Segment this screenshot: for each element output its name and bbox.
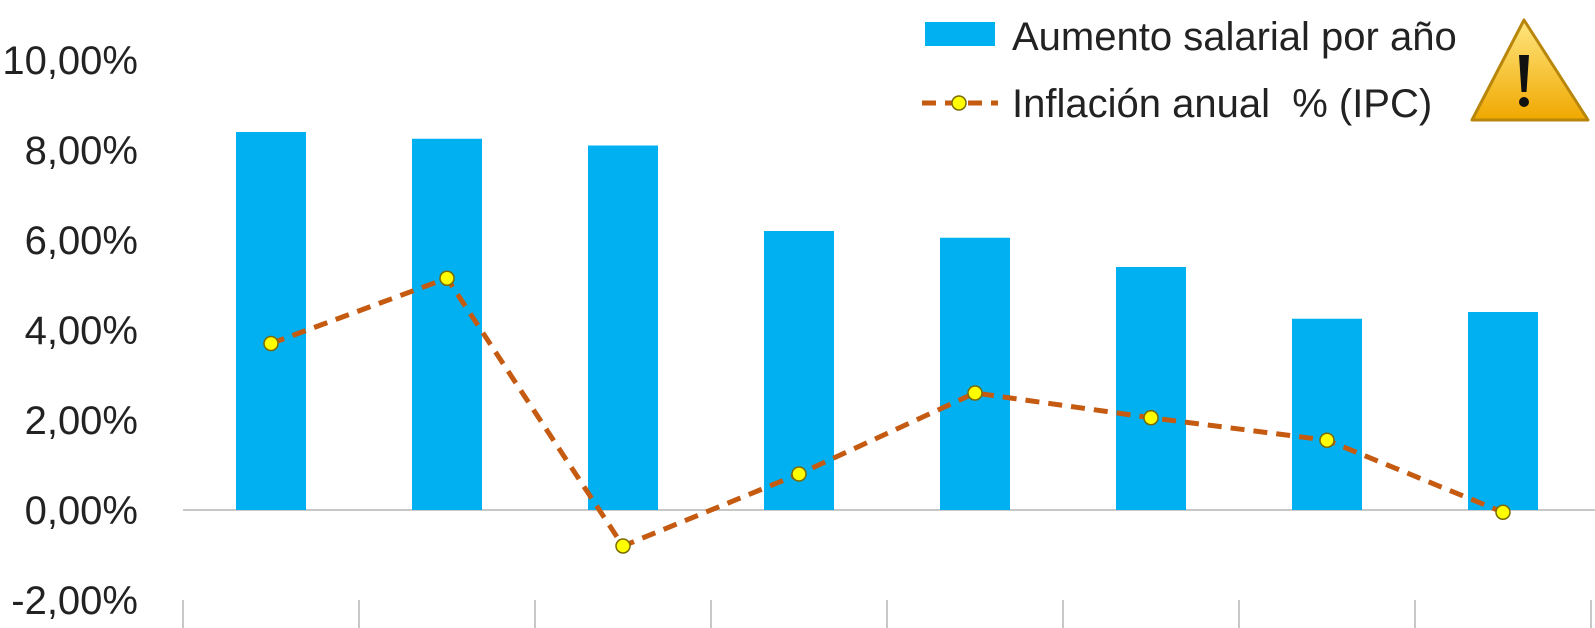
- y-tick-label: -2,00%: [11, 579, 138, 623]
- legend-label-line: Inflación anual % (IPC): [1012, 82, 1432, 126]
- line-series: [263, 270, 1511, 554]
- line-point: [967, 385, 983, 401]
- bar: [1292, 318, 1362, 510]
- y-tick-label: 4,00%: [25, 309, 138, 353]
- warning-triangle-icon: [1470, 18, 1590, 122]
- line-point: [1143, 410, 1159, 426]
- legend: Aumento salarial por año Inflación anual…: [922, 15, 1457, 126]
- line-point: [615, 538, 631, 554]
- bar: [1468, 312, 1538, 510]
- bar: [940, 237, 1010, 510]
- bar: [236, 132, 306, 510]
- line-point: [263, 335, 279, 352]
- y-tick-label: 10,00%: [2, 39, 138, 83]
- inflation-line: [270, 275, 1504, 549]
- x-axis: [182, 509, 1595, 628]
- line-point: [791, 466, 807, 482]
- y-tick-label: 2,00%: [25, 399, 138, 443]
- line-point: [1319, 432, 1335, 448]
- bar-series: [236, 132, 1538, 510]
- y-tick-label: 0,00%: [25, 489, 138, 533]
- bar: [412, 138, 482, 510]
- line-point: [439, 270, 455, 286]
- y-axis-ticks: 10,00% 8,00% 6,00% 4,00% 2,00% 0,00% -2,00%: [2, 39, 138, 623]
- legend-swatch-bar: [925, 22, 995, 46]
- line-point: [1495, 504, 1511, 520]
- y-tick-label: 6,00%: [25, 219, 138, 263]
- bar: [588, 145, 658, 510]
- bar: [1116, 267, 1186, 510]
- legend-swatch-marker: [951, 95, 967, 111]
- legend-label-bar: Aumento salarial por año: [1012, 15, 1457, 59]
- y-tick-label: 8,00%: [25, 129, 138, 173]
